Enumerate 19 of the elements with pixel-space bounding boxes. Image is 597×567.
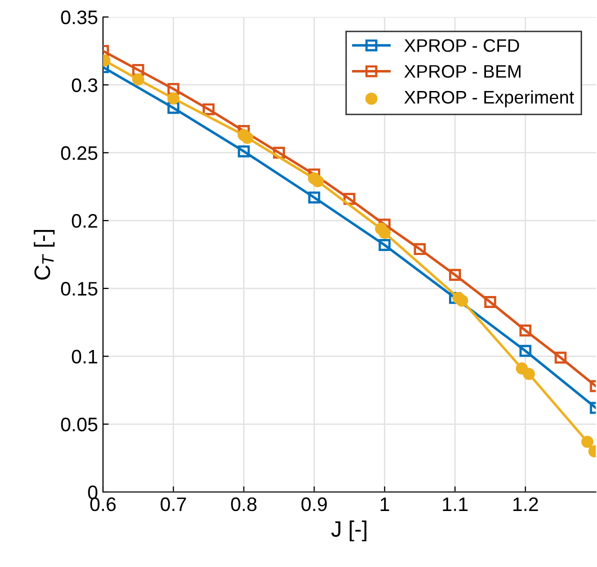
x-tick-label: 0.7 [160,497,186,512]
y-axis-title: C$_{T}$ [-] [34,230,55,280]
x-tick-label: 0.8 [231,497,256,512]
legend-label: XPROP - BEM [404,65,520,78]
legend-label: XPROP - Experiment [404,90,574,108]
legend-label: XPROP - CFD [404,39,520,52]
y-tick-label: 0.35 [61,10,98,24]
y-tick-label: 0.25 [61,146,98,160]
x-tick-label: 0.6 [90,497,116,512]
y-tick-label: 0.05 [61,418,98,432]
y-tick-label: 0.3 [72,78,98,92]
x-tick-label: 1.1 [442,498,468,511]
x-axis-title: J [-] [331,520,366,542]
x-tick-label: 0.9 [301,497,327,512]
x-tick-label: 1.2 [513,497,538,511]
y-tick-label: 0.2 [72,214,98,228]
y-tick-label: 0.15 [61,282,98,296]
x-tick-label: 1 [380,498,390,511]
y-tick-label: 0.1 [72,350,98,364]
